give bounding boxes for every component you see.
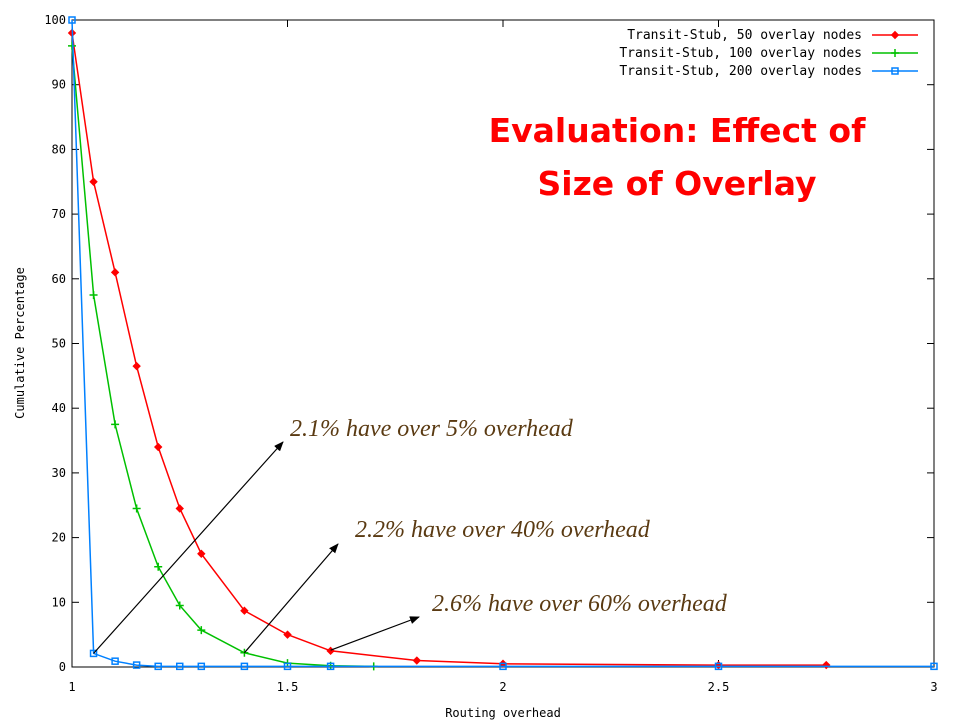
legend-marker [890, 30, 900, 40]
data-point [132, 361, 141, 371]
data-point [283, 630, 292, 639]
data-point [154, 562, 163, 571]
series-line [71, 19, 934, 668]
data-point [930, 662, 938, 671]
data-point [68, 16, 76, 24]
y-tick-label: 80 [52, 142, 66, 156]
data-point [326, 662, 335, 671]
annotation-arrow [330, 616, 420, 651]
data-point [197, 626, 206, 635]
annotation-arrow [243, 543, 339, 654]
legend-label: Transit-Stub, 200 overlay nodes [619, 64, 862, 79]
data-point [714, 662, 723, 671]
series-group [67, 16, 938, 671]
y-tick-label: 0 [59, 660, 66, 674]
data-point [240, 606, 249, 615]
series-line [71, 32, 827, 666]
data-point [89, 290, 98, 299]
data-point [132, 504, 141, 513]
y-tick-label: 30 [52, 466, 66, 480]
chart-title-line-2: Size of Overlay [538, 164, 817, 203]
data-point [412, 656, 422, 665]
data-point [89, 177, 98, 186]
data-point [111, 420, 120, 429]
data-point [283, 662, 292, 671]
legend-label: Transit-Stub, 50 overlay nodes [627, 28, 862, 43]
y-tick-label: 70 [52, 207, 66, 221]
y-tick-label: 40 [52, 401, 66, 415]
y-tick-label: 20 [52, 531, 66, 545]
annotations: 2.1% have over 5% overhead 2.2% have over… [93, 416, 728, 654]
axes: 0 10 20 30 40 50 60 70 80 90 100 1 1.5 2 2.5 3 [44, 13, 937, 694]
x-tick-label: 2.5 [708, 680, 730, 694]
data-point [822, 660, 831, 670]
data-point [197, 549, 206, 558]
data-point [176, 662, 184, 671]
annotation-label: 2.6% have over 60% overhead [432, 591, 728, 617]
data-point [499, 662, 507, 671]
legend-marker [891, 67, 899, 75]
x-tick-label: 1.5 [277, 680, 299, 694]
data-point [89, 649, 98, 658]
x-tick-label: 2 [499, 680, 506, 694]
legend: Transit-Stub, 50 overlay nodes Transit-St… [619, 28, 918, 79]
y-tick-label: 60 [52, 272, 66, 286]
data-point [197, 662, 206, 671]
data-point [154, 662, 162, 671]
data-point [240, 662, 249, 671]
legend-label: Transit-Stub, 100 overlay nodes [619, 46, 862, 61]
legend-marker [891, 49, 899, 57]
data-point [175, 601, 184, 610]
x-tick-label: 3 [930, 680, 937, 694]
chart-title-line-1: Evaluation: Effect of [489, 111, 866, 150]
annotation-arrow [93, 441, 284, 654]
data-point [153, 442, 163, 452]
annotation-label: 2.2% have over 40% overhead [355, 517, 651, 543]
series-1 [68, 41, 378, 671]
y-tick-label: 50 [52, 337, 66, 351]
data-point [111, 657, 119, 665]
y-tick-label: 90 [52, 78, 66, 92]
data-point [132, 661, 141, 669]
y-tick-label: 10 [52, 595, 66, 609]
series-0 [67, 28, 831, 670]
series-line [71, 45, 374, 668]
data-point [175, 504, 184, 513]
x-axis-title: Routing overhead [445, 706, 561, 720]
data-point [110, 268, 120, 277]
data-point [326, 646, 335, 656]
data-point [68, 41, 76, 50]
series-2 [68, 16, 938, 671]
y-axis-title: Cumulative Percentage [13, 267, 27, 419]
annotation-label: 2.1% have over 5% overhead [290, 416, 574, 442]
x-tick-label: 1 [68, 680, 75, 694]
y-tick-label: 100 [44, 13, 66, 27]
